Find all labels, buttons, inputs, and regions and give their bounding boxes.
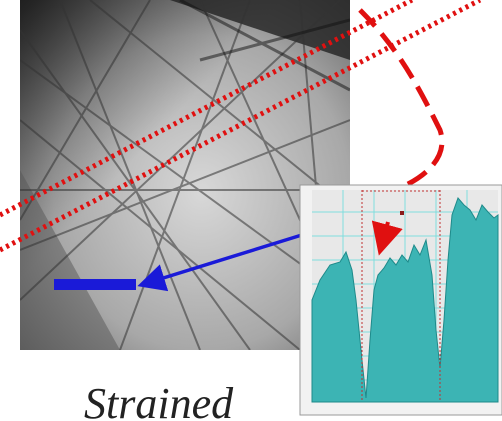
- marker-bar: [54, 279, 136, 290]
- figure: Strained: [0, 0, 502, 421]
- page: Strained (() => { const data = JSON.pars…: [0, 0, 502, 421]
- profile-inset: [300, 185, 502, 415]
- dashed-curve: [360, 10, 442, 190]
- caption: Strained: [84, 379, 234, 421]
